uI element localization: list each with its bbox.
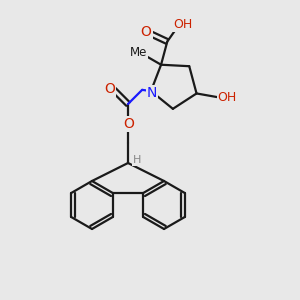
Text: N: N (147, 86, 157, 100)
Text: Me: Me (130, 46, 147, 59)
Text: O: O (124, 117, 134, 131)
Text: H: H (133, 155, 141, 165)
Text: OH: OH (173, 18, 192, 31)
Text: O: O (104, 82, 115, 96)
Text: O: O (141, 25, 152, 39)
Text: OH: OH (218, 91, 237, 104)
